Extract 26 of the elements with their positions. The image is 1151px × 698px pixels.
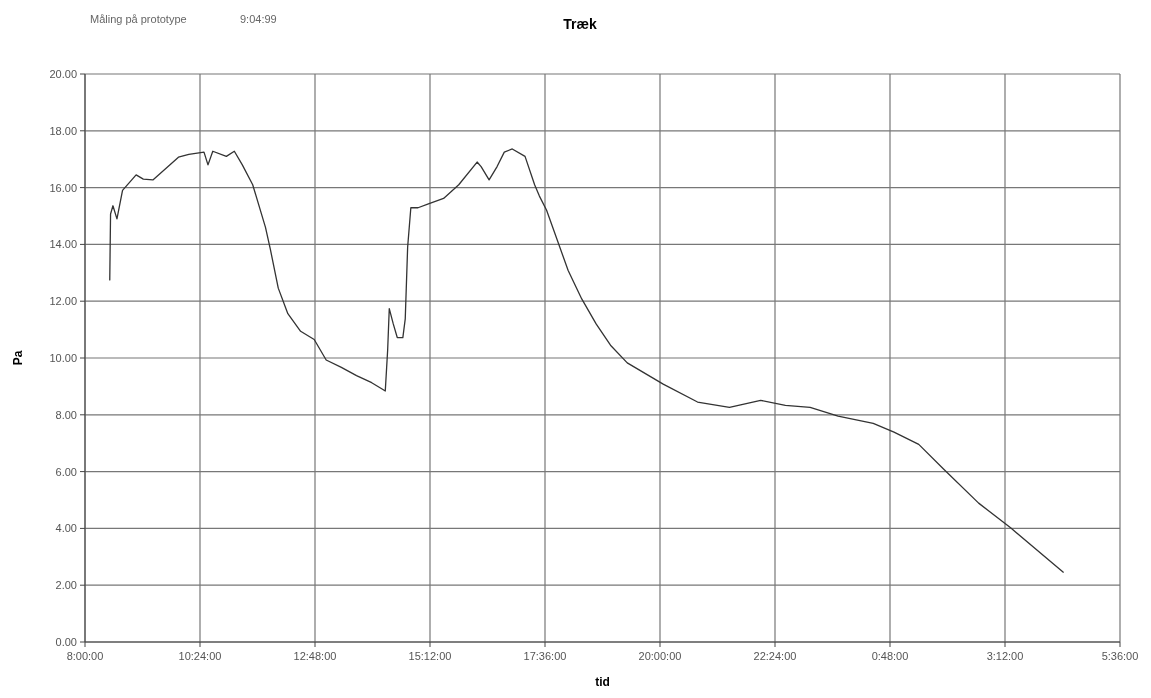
chart-title: Træk — [563, 16, 597, 32]
y-tick-label: 20.00 — [49, 68, 77, 80]
x-tick-label: 10:24:00 — [178, 650, 222, 662]
y-tick-label: 12.00 — [49, 295, 77, 308]
x-tick-label: 3:12:00 — [986, 650, 1024, 662]
x-tick-label: 22:24:00 — [753, 650, 797, 662]
y-tick-label: 18.00 — [49, 124, 77, 137]
x-tick-label: 8:00:00 — [66, 650, 104, 662]
x-tick-label: 20:00:00 — [638, 650, 682, 662]
x-tick-label: 12:48:00 — [293, 650, 337, 662]
x-tick-label: 5:36:00 — [1101, 650, 1139, 662]
y-tick-label: 0.00 — [55, 636, 77, 648]
y-tick-label: 8.00 — [55, 408, 77, 421]
x-axis-title: tid — [595, 675, 610, 689]
y-tick-label: 16.00 — [49, 181, 77, 194]
y-tick-label: 14.00 — [49, 238, 77, 251]
text: Måling på prototype — [90, 13, 187, 25]
y-axis-title: Pa — [11, 350, 25, 366]
y-tick-label: 2.00 — [55, 579, 77, 592]
y-tick-label: 6.00 — [55, 465, 77, 478]
x-tick-label: 15:12:00 — [408, 650, 452, 662]
x-tick-label: 0:48:00 — [871, 650, 909, 662]
y-tick-label: 4.00 — [55, 522, 77, 535]
text: 9:04:99 — [240, 13, 277, 25]
x-tick-label: 17:36:00 — [523, 650, 567, 662]
y-tick-label: 10.00 — [49, 352, 77, 364]
